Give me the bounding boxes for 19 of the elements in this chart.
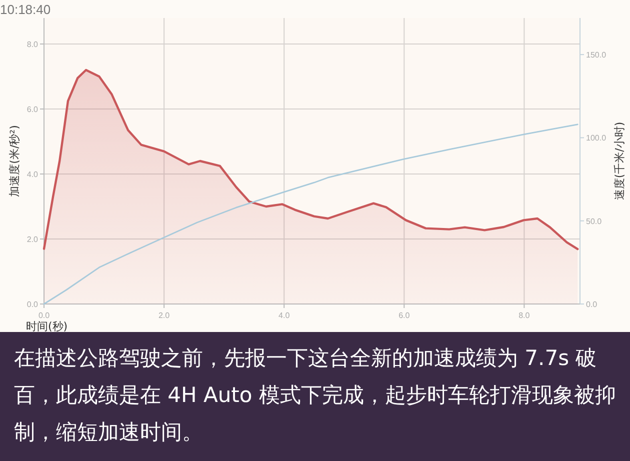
y-tick-label: 4.0 [26,170,39,179]
text: 在描述公路驾驶之前，先报一下这台全新的加速成绩为 7.7s 破百，此成绩是在 4H Auto 模式下完成，起步时车轮打滑现象被抑制，缩短加速时间。 [0,332,630,461]
y-axis-title: 加速度(米/秒²) [8,125,21,197]
y-tick-label: 2.0 [26,235,39,244]
x-axis-title: 时间(秒) [26,320,68,333]
y2-tick-label: 0.0 [586,300,598,309]
y2-tick-label: 50.0 [586,216,602,226]
y-tick-label: 0.0 [26,300,39,309]
x-tick-label: 6.0 [398,311,410,320]
y-tick-label: 8.0 [26,40,39,49]
y2-tick-label: 150.0 [586,50,607,60]
y2-tick-label: 100.0 [586,134,607,143]
y2-axis-title: 速度(千米/小时) [613,122,626,200]
x-tick-label: 8.0 [518,311,530,320]
x-tick-label: 0.0 [38,311,50,320]
y-tick-label: 6.0 [26,105,39,114]
text: 10:18:40 [0,2,51,17]
x-tick-label: 4.0 [278,311,290,320]
x-tick-label: 2.0 [158,311,170,320]
